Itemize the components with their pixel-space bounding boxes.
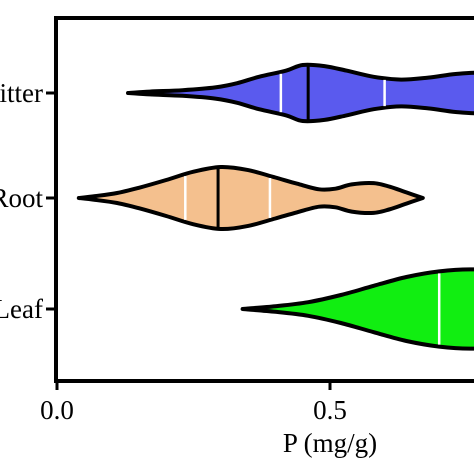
- category-labels-layer: Litter Root Leaf: [0, 78, 56, 324]
- violin-body-root: [76, 164, 425, 232]
- violin-body-litter: [126, 62, 474, 124]
- violin-leaf: [240, 267, 474, 351]
- x-axis-title: P (mg/g): [283, 428, 377, 458]
- violins-layer: [76, 62, 474, 351]
- y-tick-label-litter: Litter: [0, 78, 43, 108]
- x-ticks-layer: 0.00.51.01.5: [40, 381, 347, 425]
- plot-frame: [54, 16, 474, 383]
- violin-body-leaf: [240, 267, 474, 351]
- violin-root: [76, 164, 425, 232]
- violin-litter: [126, 62, 474, 124]
- y-tick-label-leaf: Leaf: [0, 294, 43, 324]
- y-tick-label-root: Root: [0, 183, 43, 213]
- x-tick-label-0.5: 0.5: [313, 395, 347, 425]
- x-tick-label-0.0: 0.0: [40, 395, 74, 425]
